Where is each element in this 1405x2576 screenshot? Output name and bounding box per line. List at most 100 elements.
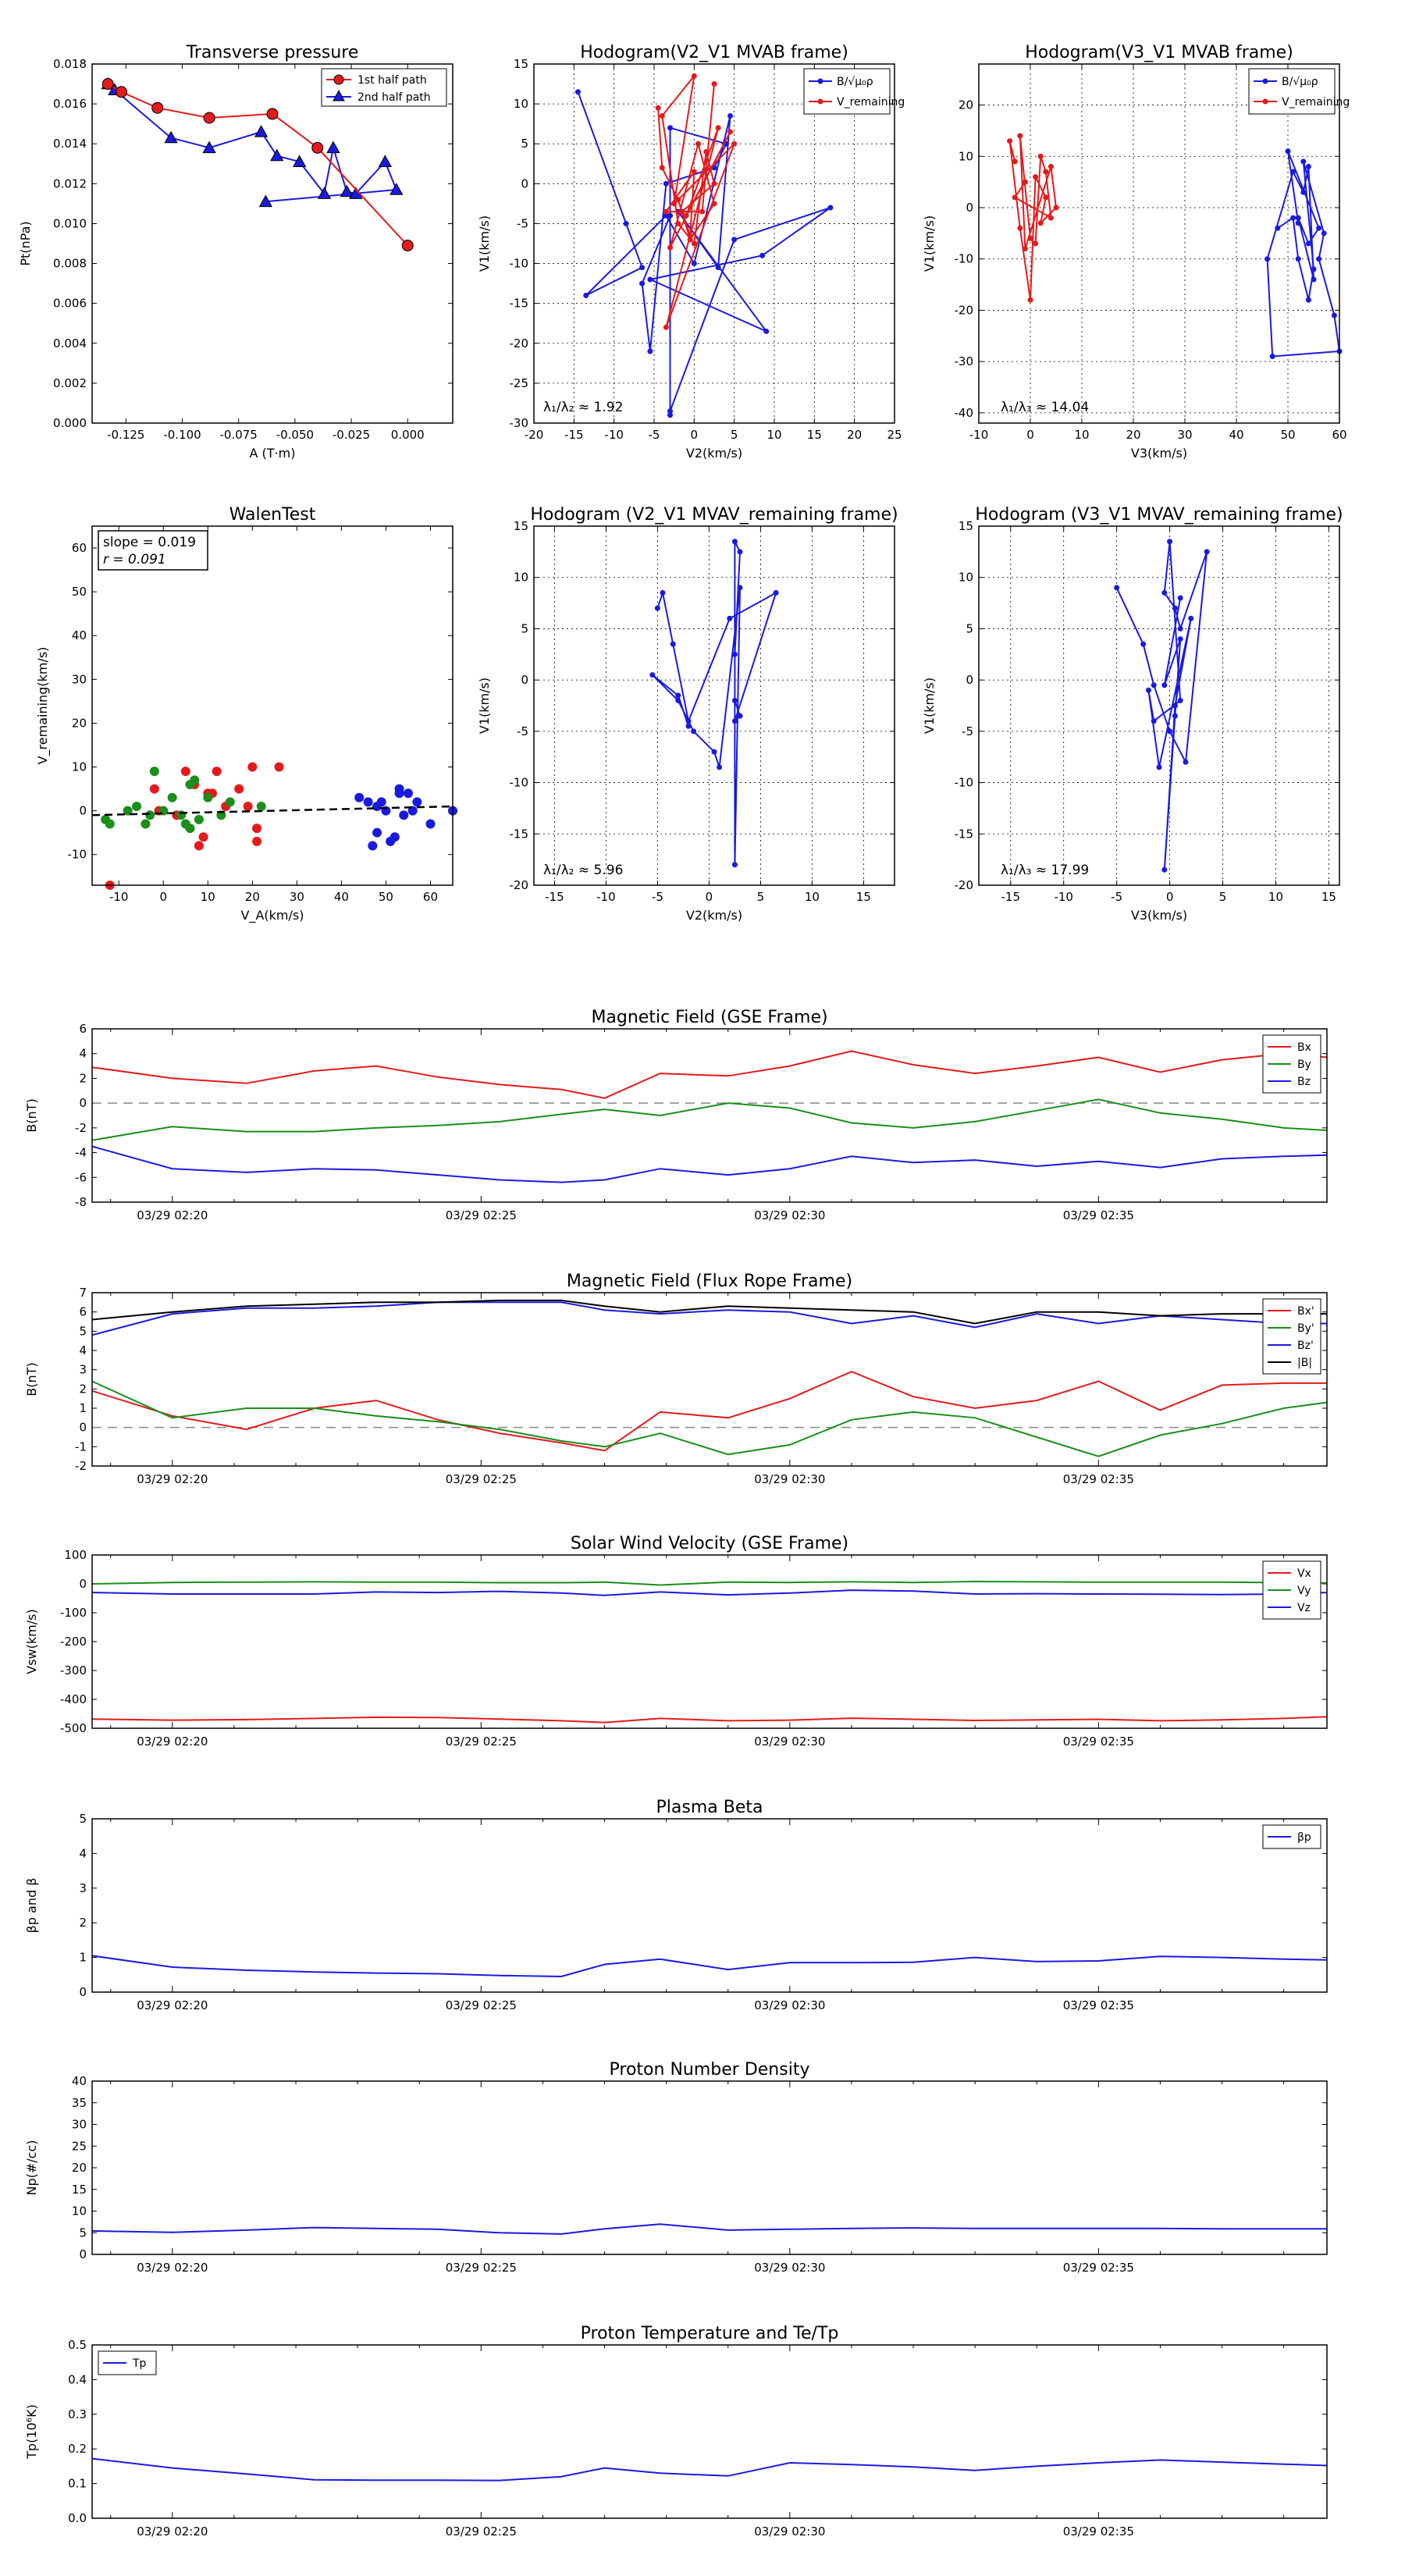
- data-point-v: [655, 606, 660, 611]
- x-tick-label: 5: [731, 428, 738, 442]
- x-tick-label: 03/29 02:20: [137, 1472, 208, 1486]
- x-tick-label: -5: [1111, 890, 1122, 904]
- panel-title: Hodogram (V3_V1 MVAV_remaining frame): [975, 505, 1343, 525]
- x-tick-label: 30: [290, 890, 304, 904]
- legend-label: V_remaining: [837, 96, 905, 109]
- data-point-b: [1275, 226, 1280, 231]
- data-point-b: [1290, 215, 1296, 221]
- y-tick-label: -10: [955, 252, 974, 266]
- legend: B/√μ₀ρV_remaining: [1249, 69, 1350, 114]
- x-tick-label: 03/29 02:30: [754, 1208, 825, 1222]
- x-tick-label: 03/29 02:20: [137, 1998, 208, 2012]
- x-tick-label: 03/29 02:35: [1063, 1998, 1134, 2012]
- x-tick-label: 03/29 02:25: [446, 1998, 517, 2012]
- data-point-v: [731, 141, 737, 147]
- data-point-v: [1172, 606, 1178, 611]
- data-point-b: [1332, 313, 1337, 318]
- data-point-b: [647, 277, 653, 283]
- x-axis-label: V3(km/s): [1131, 446, 1187, 461]
- legend-label: Bx': [1297, 1305, 1314, 1318]
- panel-title: Transverse pressure: [186, 43, 359, 62]
- data-point-v: [703, 149, 709, 155]
- panel-title: WalenTest: [229, 505, 316, 525]
- y-tick-label: -500: [60, 1721, 87, 1735]
- y-tick-label: 0: [79, 1421, 87, 1435]
- y-tick-label: 5: [79, 1324, 87, 1338]
- x-tick-label: 0: [159, 890, 167, 904]
- data-point-v: [774, 590, 779, 596]
- x-tick-label: 03/29 02:35: [1063, 1472, 1134, 1486]
- legend-label: 2nd half path: [357, 91, 431, 104]
- x-tick-label: -10: [1054, 890, 1073, 904]
- data-point-v: [1038, 154, 1044, 159]
- data-point-b: [827, 205, 833, 211]
- x-tick-label: 03/29 02:20: [137, 1208, 208, 1222]
- panel-title: Proton Temperature and Te/Tp: [581, 2324, 839, 2343]
- data-point-b: [1321, 230, 1327, 236]
- y-tick-label: -5: [517, 216, 528, 230]
- legend-label: B/√μ₀ρ: [837, 76, 873, 88]
- data-point-b: [759, 253, 765, 258]
- data-point-b: [692, 261, 697, 266]
- data-point-b: [663, 181, 669, 187]
- y-tick-label: 5: [79, 2226, 87, 2240]
- data-point-b: [1306, 297, 1311, 303]
- data-point-v: [686, 718, 692, 724]
- panel-temperature: 0.00.10.20.30.40.503/29 02:20 03/29 02:25…: [24, 2324, 1327, 2539]
- y-tick-label: 4: [79, 1846, 87, 1860]
- x-tick-label: 10: [1268, 890, 1283, 904]
- y-tick-label: 30: [72, 2118, 87, 2132]
- panel-hodogram-mvav-v2: -15 -10 -5 0 5 10 15-20-15-10-5051015Hodogram …: [477, 505, 898, 923]
- x-tick-label: 03/29 02:25: [446, 2524, 517, 2539]
- data-point-v: [738, 549, 743, 554]
- y-tick-label: -20: [955, 303, 974, 317]
- x-tick-label: 20: [1126, 428, 1140, 442]
- panel-title: Hodogram(V2_V1 MVAB frame): [580, 43, 848, 62]
- x-tick-label: 03/29 02:25: [446, 1208, 517, 1222]
- legend-marker-v: [1263, 99, 1268, 105]
- y-tick-label: -20: [510, 878, 529, 892]
- data-point-1st-half: [204, 112, 215, 123]
- y-axis-label: Pt(nPa): [18, 221, 33, 265]
- data-point-b: [667, 213, 673, 219]
- data-point-v: [1157, 764, 1162, 770]
- legend-label: 1st half path: [357, 74, 427, 87]
- panel-mag_gse: -8-6-4-2024603/29 02:20 03/29 02:25 03/29 …: [24, 1008, 1327, 1222]
- data-point-b: [667, 125, 673, 130]
- x-tick-label: -10: [604, 428, 624, 442]
- y-tick-label: 10: [72, 2204, 87, 2218]
- data-point-v: [1183, 760, 1188, 765]
- x-tick-label: 0.000: [391, 428, 425, 442]
- panel-title: Magnetic Field (GSE Frame): [591, 1008, 827, 1027]
- data-point-blue: [399, 810, 408, 820]
- data-point-v: [1172, 703, 1178, 709]
- legend-label: Bz: [1297, 1076, 1311, 1088]
- data-point-1st-half: [152, 102, 163, 113]
- y-tick-label: 0.006: [53, 297, 87, 311]
- x-tick-label: -5: [649, 428, 660, 442]
- x-tick-label: 5: [1219, 890, 1227, 904]
- y-tick-label: -2: [75, 1121, 87, 1135]
- data-point-v: [1140, 642, 1146, 647]
- legend: Vx Vy Vz: [1263, 1561, 1321, 1619]
- data-point-v: [692, 73, 697, 79]
- data-point-v: [1161, 682, 1167, 688]
- y-axis-label: B(nT): [24, 1098, 39, 1132]
- panel-hodogram-mvav-v3: -15 -10 -5 0 5 10 15-20-15-10-5051015Hodogram …: [922, 505, 1343, 923]
- y-tick-label: -10: [955, 776, 974, 790]
- plot-area: [979, 526, 1339, 885]
- legend-label: βp: [1297, 1831, 1311, 1844]
- x-tick-label: 03/29 02:20: [137, 2524, 208, 2539]
- y-tick-label: 0.016: [53, 97, 87, 111]
- data-point-blue: [404, 788, 413, 798]
- legend-label: B/√μ₀ρ: [1282, 76, 1318, 88]
- y-tick-label: 3: [79, 1363, 87, 1377]
- data-point-v: [1043, 194, 1048, 200]
- data-point-v: [1017, 133, 1023, 139]
- x-tick-label: 15: [1321, 890, 1336, 904]
- y-tick-label: -15: [955, 827, 974, 841]
- y-tick-label: 40: [72, 2074, 87, 2088]
- y-tick-label: 0.4: [68, 2372, 87, 2386]
- y-tick-label: -6: [75, 1170, 87, 1184]
- y-tick-label: 20: [959, 98, 973, 112]
